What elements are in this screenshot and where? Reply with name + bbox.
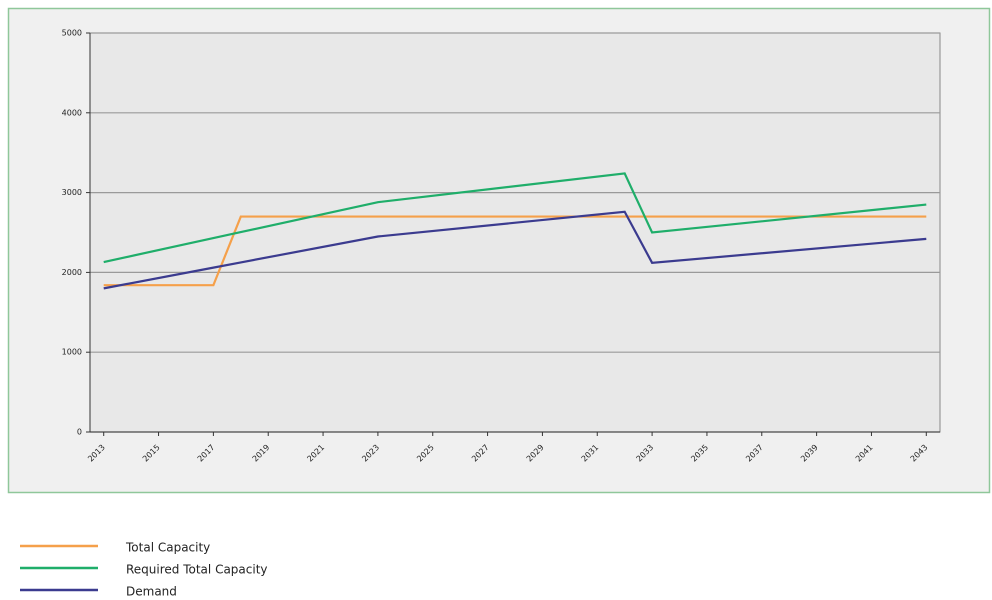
series-line <box>103 172 927 264</box>
legend-label: Demand <box>126 585 177 599</box>
y-tick-label: 5000 <box>62 29 82 38</box>
legend-label: Total Capacity <box>125 541 210 555</box>
y-tick-label: 2000 <box>62 268 82 277</box>
y-tick-label: 4000 <box>62 108 82 117</box>
y-tick-label: 0 <box>77 428 82 437</box>
plot-area <box>89 32 941 433</box>
y-tick-label: 1000 <box>62 348 82 357</box>
series-line <box>103 215 927 287</box>
legend-label: Required Total Capacity <box>126 563 268 577</box>
series-line <box>103 210 927 290</box>
y-tick-label: 3000 <box>62 188 82 197</box>
